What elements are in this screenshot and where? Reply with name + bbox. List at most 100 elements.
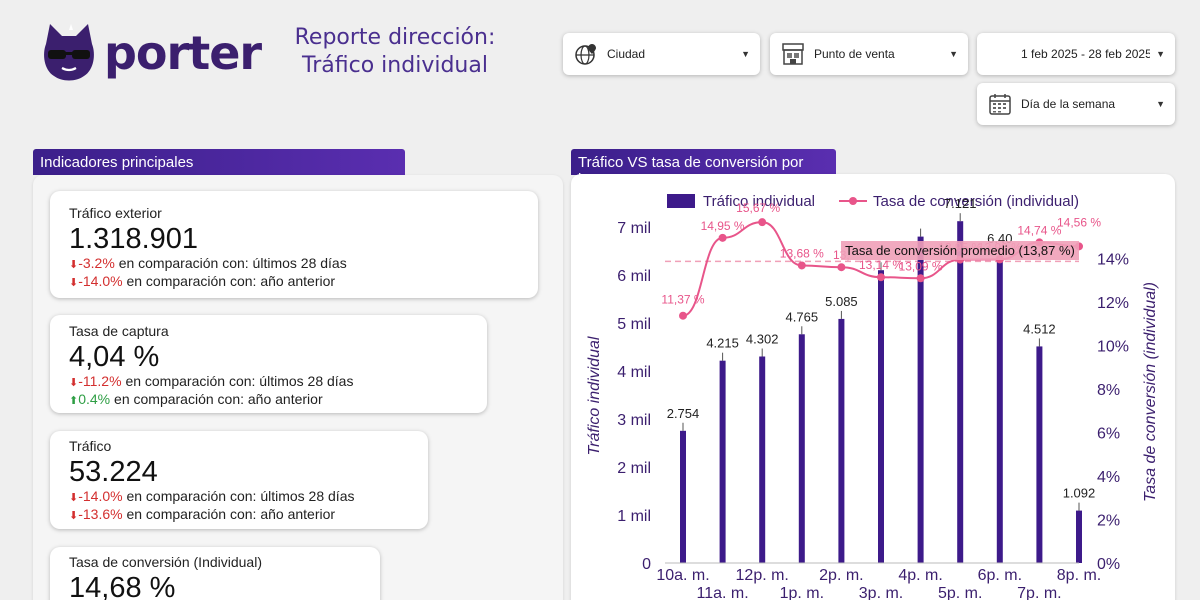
chart-section-title: Tráfico VS tasa de conversión por hora xyxy=(571,149,836,188)
arrow-down-icon: ⬇ xyxy=(69,510,79,522)
y-tick-label: 3 mil xyxy=(617,412,651,429)
store-icon xyxy=(780,41,806,67)
average-label: Tasa de conversión promedio (13,87 %) xyxy=(845,243,1075,258)
y-tick-label: 1 mil xyxy=(617,508,651,525)
bar-data-label: 4.765 xyxy=(786,309,819,324)
chart-panel: 0 1 mil 2 mil 3 mil 4 mil 5 mil 6 mil 7 mil 0% 2%… xyxy=(571,174,1175,600)
bar-data-label: 2.754 xyxy=(667,406,700,421)
kpi-value: 1.318.901 xyxy=(69,223,199,255)
legend-bar-swatch xyxy=(667,194,695,208)
kpi-comparison-year: ⬇-13.6% en comparación con: año anterior xyxy=(69,506,409,524)
kpi-value: 4,04 % xyxy=(69,341,160,373)
calendar-icon xyxy=(987,91,1013,117)
chevron-down-icon: ▼ xyxy=(1156,99,1165,109)
date-range-filter[interactable]: 1 feb 2025 - 28 feb 2025 ▼ xyxy=(977,33,1175,75)
conversion-data-label: 13,09 % xyxy=(899,259,943,273)
bar xyxy=(1036,346,1043,563)
y2-tick-label: 14% xyxy=(1097,252,1129,269)
bar xyxy=(719,360,726,563)
city-filter[interactable]: Ciudad ▼ xyxy=(563,33,760,75)
kpi-comparison-28d: ⬇-14.0% en comparación con: últimos 28 d… xyxy=(69,488,409,506)
traffic-conversion-chart: 0 1 mil 2 mil 3 mil 4 mil 5 mil 6 mil 7 mil 0% 2%… xyxy=(586,193,1159,600)
bar-data-label: 7.121 xyxy=(944,196,977,211)
porter-logo: porter xyxy=(40,22,262,84)
globe-icon xyxy=(573,41,599,67)
x-tick-label: 10a. m. xyxy=(656,567,709,584)
y2-tick-label: 6% xyxy=(1097,426,1120,443)
kpi-delta: -13.6% xyxy=(78,506,123,522)
x-tick-label: 1p. m. xyxy=(780,585,824,600)
kpi-comparison-year: ⬆0.4% en comparación con: año anterior xyxy=(69,391,468,409)
kpi-delta: 0.4% xyxy=(78,391,111,407)
average-label-box xyxy=(841,241,1079,260)
kpi-delta-text: en comparación con: últimos 28 días xyxy=(126,488,355,504)
conversion-point xyxy=(797,261,806,270)
y-tick-label: 7 mil xyxy=(617,220,651,237)
conversion-data-label: 14,74 % xyxy=(1017,223,1061,237)
kpi-value: 53.224 xyxy=(69,456,158,488)
conversion-data-label: 11,37 % xyxy=(661,293,704,307)
conversion-point xyxy=(679,311,687,320)
y-tick-label: 5 mil xyxy=(617,316,651,333)
y-tick-label: 0 xyxy=(642,556,651,573)
weekday-filter[interactable]: Día de la semana ▼ xyxy=(977,83,1175,125)
kpi-card-traffic: Tráfico 53.224 ⬇-14.0% en comparación co… xyxy=(50,431,428,529)
kpi-delta: -14.0% xyxy=(78,273,123,289)
kpi-label: Tasa de captura xyxy=(69,323,169,339)
y2-tick-label: 12% xyxy=(1097,295,1129,312)
x-tick-label: 5p. m. xyxy=(938,585,982,600)
bar xyxy=(838,318,845,563)
kpi-comparison-year: ⬇-14.0% en comparación con: año anterior xyxy=(69,273,519,291)
bar xyxy=(759,356,766,563)
kpi-delta: -14.0% xyxy=(78,488,123,504)
bar xyxy=(1076,510,1082,563)
arrow-down-icon: ⬇ xyxy=(69,259,79,271)
conversion-point xyxy=(837,263,846,272)
bar xyxy=(957,221,964,563)
bar xyxy=(878,270,884,563)
bar xyxy=(798,334,805,563)
x-tick-label: 8p. m. xyxy=(1057,567,1101,584)
point-of-sale-filter[interactable]: Punto de venta ▼ xyxy=(770,33,968,75)
y2-tick-label: 4% xyxy=(1097,469,1120,486)
x-tick-label: 2p. m. xyxy=(819,567,863,584)
kpi-label: Tráfico xyxy=(69,438,112,454)
bar-data-label: 4.302 xyxy=(746,332,779,347)
kpi-card-outdoor-traffic: Tráfico exterior 1.318.901 ⬇-3.2% en com… xyxy=(50,191,538,298)
kpi-comparison-28d: ⬇-11.2% en comparación con: últimos 28 d… xyxy=(69,373,468,391)
legend-line-label: Tasa de conversión (individual) xyxy=(873,193,1079,210)
y2-axis-title: Tasa de conversión (individual) xyxy=(1142,282,1159,502)
report-title: Reporte dirección: Tráfico individual xyxy=(294,25,496,78)
bar-data-label: 4.215 xyxy=(706,336,739,351)
weekday-filter-label: Día de la semana xyxy=(1021,97,1116,111)
kpi-delta: -11.2% xyxy=(78,373,122,389)
kpi-value: 14,68 % xyxy=(69,572,176,600)
kpi-card-conversion-rate: Tasa de conversión (Individual) 14,68 % xyxy=(50,547,380,600)
y-tick-label: 4 mil xyxy=(617,364,651,381)
kpi-delta-text: en comparación con: año anterior xyxy=(126,506,336,522)
x-tick-label: 3p. m. xyxy=(859,585,903,600)
kpi-delta: -3.2% xyxy=(78,255,115,271)
kpi-label: Tráfico exterior xyxy=(69,205,162,221)
conversion-point xyxy=(916,274,925,283)
bar xyxy=(680,430,686,563)
bar-data-label: 5.085 xyxy=(825,294,858,309)
brand-name: porter xyxy=(104,26,262,80)
cat-mascot-icon xyxy=(44,24,94,81)
kpi-label: Tasa de conversión (Individual) xyxy=(69,554,262,570)
conversion-data-label: 13,14 % xyxy=(859,258,903,272)
conversion-data-label: 13,68 % xyxy=(780,246,824,260)
kpi-delta-text: en comparación con: últimos 28 días xyxy=(118,255,347,271)
date-range-label: 1 feb 2025 - 28 feb 2025 xyxy=(1021,47,1151,61)
x-tick-label: 12p. m. xyxy=(736,567,789,584)
y2-tick-label: 2% xyxy=(1097,513,1120,530)
chevron-down-icon: ▼ xyxy=(1156,49,1165,59)
kpi-delta-text: en comparación con: últimos 28 días xyxy=(125,373,354,389)
y-tick-label: 6 mil xyxy=(617,268,651,285)
kpi-delta-text: en comparación con: año anterior xyxy=(114,391,323,407)
bar xyxy=(996,255,1003,564)
arrow-down-icon: ⬇ xyxy=(69,377,79,389)
x-tick-label: 4p. m. xyxy=(898,567,942,584)
y2-tick-label: 0% xyxy=(1097,556,1120,573)
point-of-sale-label: Punto de venta xyxy=(814,47,895,61)
